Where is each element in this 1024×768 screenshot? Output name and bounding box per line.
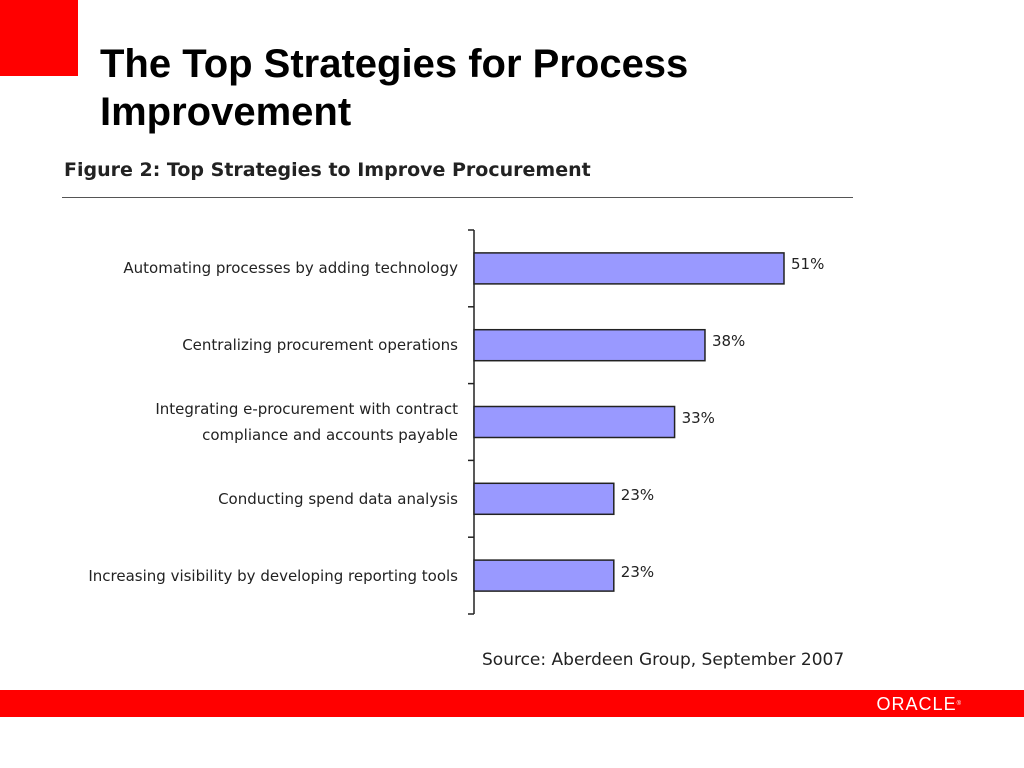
bar — [473, 482, 615, 516]
category-label: Integrating e-procurement with contract … — [155, 400, 458, 444]
logo-text: ORACLE — [876, 694, 957, 714]
value-label: 38% — [711, 332, 746, 351]
bar — [473, 328, 706, 362]
chart-title: Figure 2: Top Strategies to Improve Proc… — [64, 159, 591, 181]
category-label: Automating processes by adding technolog… — [123, 259, 458, 278]
category-label: Conducting spend data analysis — [218, 489, 458, 508]
oracle-logo: ORACLE® — [877, 693, 962, 715]
logo-registered-mark: ® — [956, 701, 962, 707]
value-label: 33% — [681, 409, 715, 427]
chart-title-divider — [62, 197, 853, 198]
slide-title: The Top Strategies for Process Improveme… — [100, 42, 689, 134]
bar — [473, 252, 785, 285]
category-label: Increasing visibility by developing repo… — [88, 566, 458, 585]
value-label: 23% — [620, 485, 655, 504]
value-label: 23% — [620, 562, 655, 581]
chart-source: Source: Aberdeen Group, September 2007 — [482, 650, 845, 670]
bar-chart — [468, 229, 785, 615]
footer-bar: ORACLE® — [0, 690, 1024, 717]
bar — [473, 559, 615, 592]
value-label: 51% — [791, 255, 825, 274]
bar — [473, 405, 676, 439]
category-label: Centralizing procurement operations — [182, 336, 458, 355]
accent-square — [0, 0, 78, 76]
